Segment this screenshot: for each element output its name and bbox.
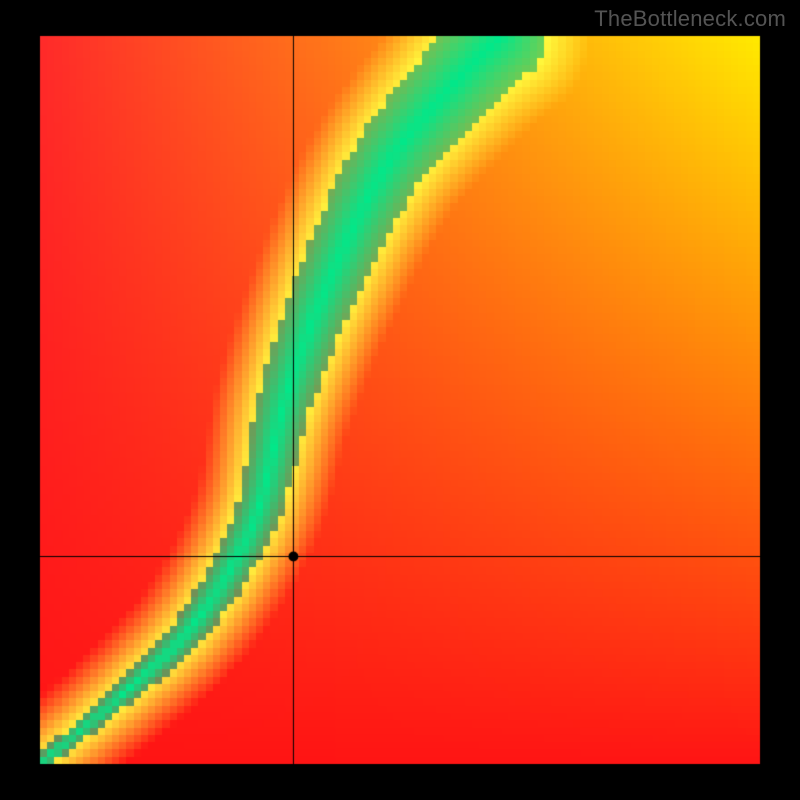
heatmap-canvas xyxy=(0,0,800,800)
chart-container: TheBottleneck.com xyxy=(0,0,800,800)
attribution-label: TheBottleneck.com xyxy=(594,6,786,32)
